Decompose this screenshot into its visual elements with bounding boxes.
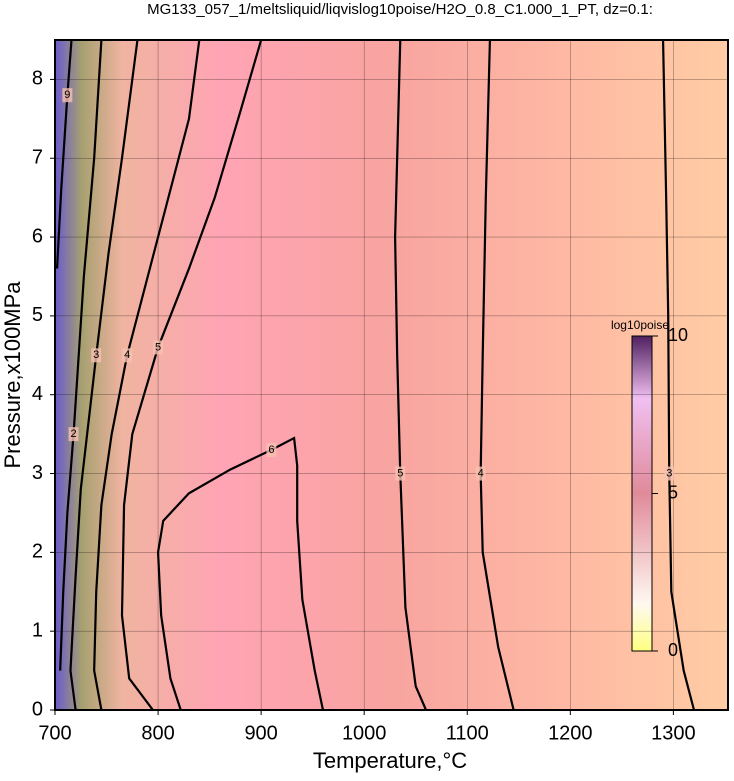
x-tick-label: 700 (38, 722, 71, 744)
plot-frame (54, 39, 729, 711)
contour-line (55, 39, 73, 269)
contour-label-bg (91, 348, 102, 363)
contour-label: 5 (155, 341, 161, 353)
y-axis-label: Pressure,x100MPa (0, 281, 25, 469)
y-tick-label: 1 (32, 619, 43, 641)
contour-label: 5 (397, 467, 403, 479)
contour-line (93, 39, 201, 711)
contour-line (120, 39, 263, 711)
contour-line (69, 39, 139, 711)
contour-label: 4 (124, 349, 130, 361)
contour-label-bg (153, 340, 164, 355)
y-tick-label: 5 (32, 304, 43, 326)
y-tick-label: 8 (32, 68, 43, 90)
x-tick-label: 1100 (446, 722, 489, 744)
colorbar-label: log10poise (611, 318, 669, 332)
y-tick-label: 7 (32, 147, 43, 169)
contour-label: 4 (478, 467, 484, 479)
plot-background (55, 40, 728, 710)
y-tick-label: 3 (32, 462, 43, 484)
y-tick-label: 6 (32, 225, 43, 247)
x-tick-label: 900 (244, 722, 277, 744)
x-tick-label: 800 (141, 722, 174, 744)
contour-label: 2 (70, 428, 76, 440)
colorbar-tick-label: 0 (668, 640, 678, 660)
y-tick-label: 0 (32, 698, 43, 720)
x-tick-label: 1200 (548, 722, 593, 744)
x-axis-label: Temperature,°C (313, 748, 467, 773)
x-tick-label: 1300 (651, 722, 696, 744)
y-tick-label: 2 (32, 541, 43, 563)
contour-label-bg (62, 88, 73, 103)
contour-label-bg (395, 466, 406, 481)
contour-label: 9 (64, 89, 70, 101)
contour-line (156, 436, 325, 711)
y-tick-label: 4 (32, 383, 43, 405)
colorbar-tick-label: 10 (668, 325, 688, 345)
contour-label-bg (664, 466, 675, 481)
contour-label-bg (266, 442, 277, 457)
chart-title: MG133_057_1/meltsliquid/liqvislog10poise… (147, 1, 653, 18)
contour-label-bg (68, 427, 79, 442)
colorbar (631, 335, 653, 652)
contour-label-bg (475, 466, 486, 481)
contour-label-bg (122, 348, 133, 363)
contour-label: 3 (93, 349, 99, 361)
contour-label: 3 (666, 467, 672, 479)
x-tick-label: 1000 (342, 722, 387, 744)
colorbar-tick-label: 5 (668, 482, 678, 502)
contour-label: 6 (268, 444, 274, 456)
